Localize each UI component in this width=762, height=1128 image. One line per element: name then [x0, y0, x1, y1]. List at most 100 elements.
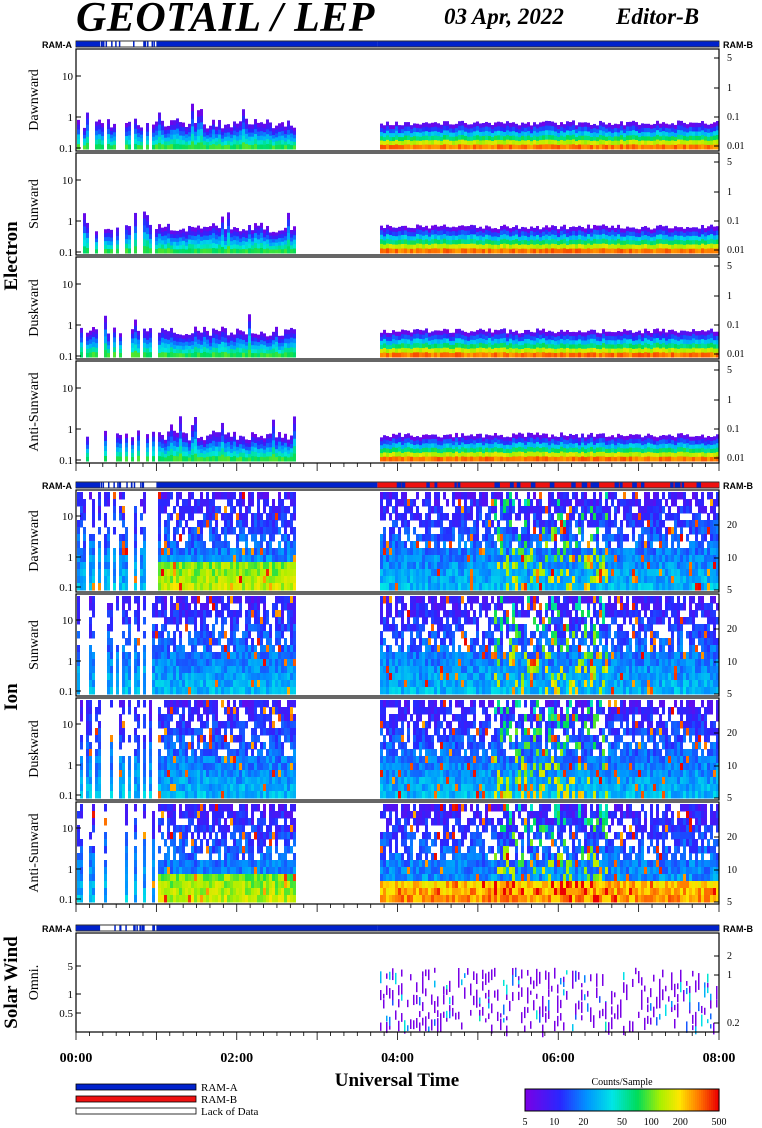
- spectro-cell: [113, 128, 116, 133]
- spectro-cell: [83, 233, 86, 241]
- spectro-cell: [158, 332, 161, 338]
- spectro-cell: [443, 248, 446, 254]
- spectro-cell: [107, 333, 110, 338]
- spectro-cell: [134, 534, 137, 542]
- spectro-cell: [656, 130, 659, 136]
- spectro-cell: [281, 520, 284, 528]
- spectro-cell: [203, 520, 206, 528]
- spectro-cell: [284, 347, 287, 353]
- spectro-cell: [185, 145, 188, 150]
- spectro-cell: [632, 352, 635, 358]
- spectro-cell: [599, 451, 602, 457]
- spectro-cell: [179, 245, 182, 250]
- spectro-cell: [161, 506, 164, 514]
- spectro-cell: [188, 499, 191, 507]
- spectro-cell: [602, 140, 605, 146]
- mode-bar-tick: [426, 482, 430, 488]
- spectro-cell: [224, 233, 227, 238]
- spectro-cell: [665, 336, 668, 342]
- spectro-cell: [227, 499, 230, 507]
- spectro-cell: [293, 333, 296, 339]
- spectro-cell: [251, 128, 254, 134]
- spectro-cell: [281, 241, 284, 246]
- spectro-cell: [266, 129, 269, 135]
- spectro-cell: [479, 347, 482, 353]
- spectro-cell: [212, 134, 215, 140]
- spectro-cell: [236, 576, 239, 584]
- spectro-cell: [206, 248, 209, 254]
- spectro-cell: [383, 141, 386, 146]
- spectro-cell: [179, 241, 182, 246]
- spectro-cell: [182, 131, 185, 137]
- spectro-cell: [602, 329, 605, 335]
- spectro-cell: [80, 499, 83, 507]
- spectro-cell: [707, 226, 710, 232]
- spectro-cell: [629, 452, 632, 458]
- spectro-cell: [569, 352, 572, 358]
- spectro-cell: [419, 329, 422, 335]
- mode-bar-tick: [582, 482, 588, 488]
- spectro-cell: [161, 328, 164, 334]
- spectro-cell: [629, 227, 632, 233]
- mode-bar-tick: [592, 482, 597, 488]
- spectro-cell: [509, 228, 512, 233]
- spectro-cell: [404, 352, 407, 358]
- spectro-cell: [515, 348, 518, 354]
- spectro-cell: [284, 548, 287, 556]
- spectro-cell: [548, 335, 551, 340]
- spectro-cell: [185, 238, 188, 243]
- spectro-cell: [176, 446, 179, 453]
- spectro-cell: [599, 225, 602, 231]
- spectro-cell: [269, 122, 272, 128]
- spectro-cell: [608, 448, 611, 454]
- spectro-cell: [236, 248, 239, 254]
- spectro-cell: [440, 243, 443, 249]
- spectro-cell: [137, 440, 140, 447]
- spectro-cell: [665, 144, 668, 150]
- spectro-cell: [467, 348, 470, 354]
- spectro-cell: [656, 437, 659, 442]
- spectro-cell: [464, 352, 467, 358]
- spectro-cell: [392, 137, 395, 142]
- spectro-cell: [215, 441, 218, 448]
- spectro-cell: [200, 344, 203, 350]
- spectro-cell: [428, 228, 431, 234]
- spectro-cell: [593, 444, 596, 450]
- spectro-cell: [242, 129, 245, 137]
- spectro-cell: [521, 442, 524, 448]
- spectro-cell: [701, 238, 704, 245]
- spectro-cell: [245, 439, 248, 444]
- y-tick-label-right: 5: [727, 157, 732, 168]
- spectro-cell: [89, 583, 92, 591]
- spectro-cell: [449, 332, 452, 338]
- spectro-cell: [122, 520, 125, 528]
- spectro-cell: [710, 333, 713, 339]
- spectro-cell: [428, 344, 431, 350]
- spectro-cell: [389, 445, 392, 450]
- spectro-cell: [440, 124, 443, 130]
- spectro-cell: [626, 440, 629, 445]
- spectro-cell: [464, 336, 467, 341]
- spectro-cell: [197, 234, 200, 240]
- spectro-cell: [449, 144, 452, 150]
- spectro-cell: [422, 248, 425, 254]
- spectro-cell: [188, 338, 191, 343]
- spectro-cell: [110, 134, 113, 139]
- spectro-cell: [179, 353, 182, 358]
- spectro-cell: [503, 248, 506, 254]
- spectro-cell: [221, 145, 224, 150]
- spectro-cell: [77, 520, 80, 528]
- spectro-cell: [623, 352, 626, 358]
- spectro-cell: [176, 456, 179, 462]
- spectro-cell: [413, 334, 416, 340]
- spectro-cell: [452, 344, 455, 350]
- spectro-cell: [392, 451, 395, 457]
- spectro-cell: [491, 444, 494, 449]
- spectro-cell: [197, 136, 200, 144]
- spectro-cell: [263, 245, 266, 250]
- spectro-cell: [632, 235, 635, 241]
- spectro-cell: [557, 452, 560, 458]
- spectro-cell: [179, 446, 182, 455]
- spectro-cell: [86, 340, 89, 346]
- spectro-cell: [383, 329, 386, 335]
